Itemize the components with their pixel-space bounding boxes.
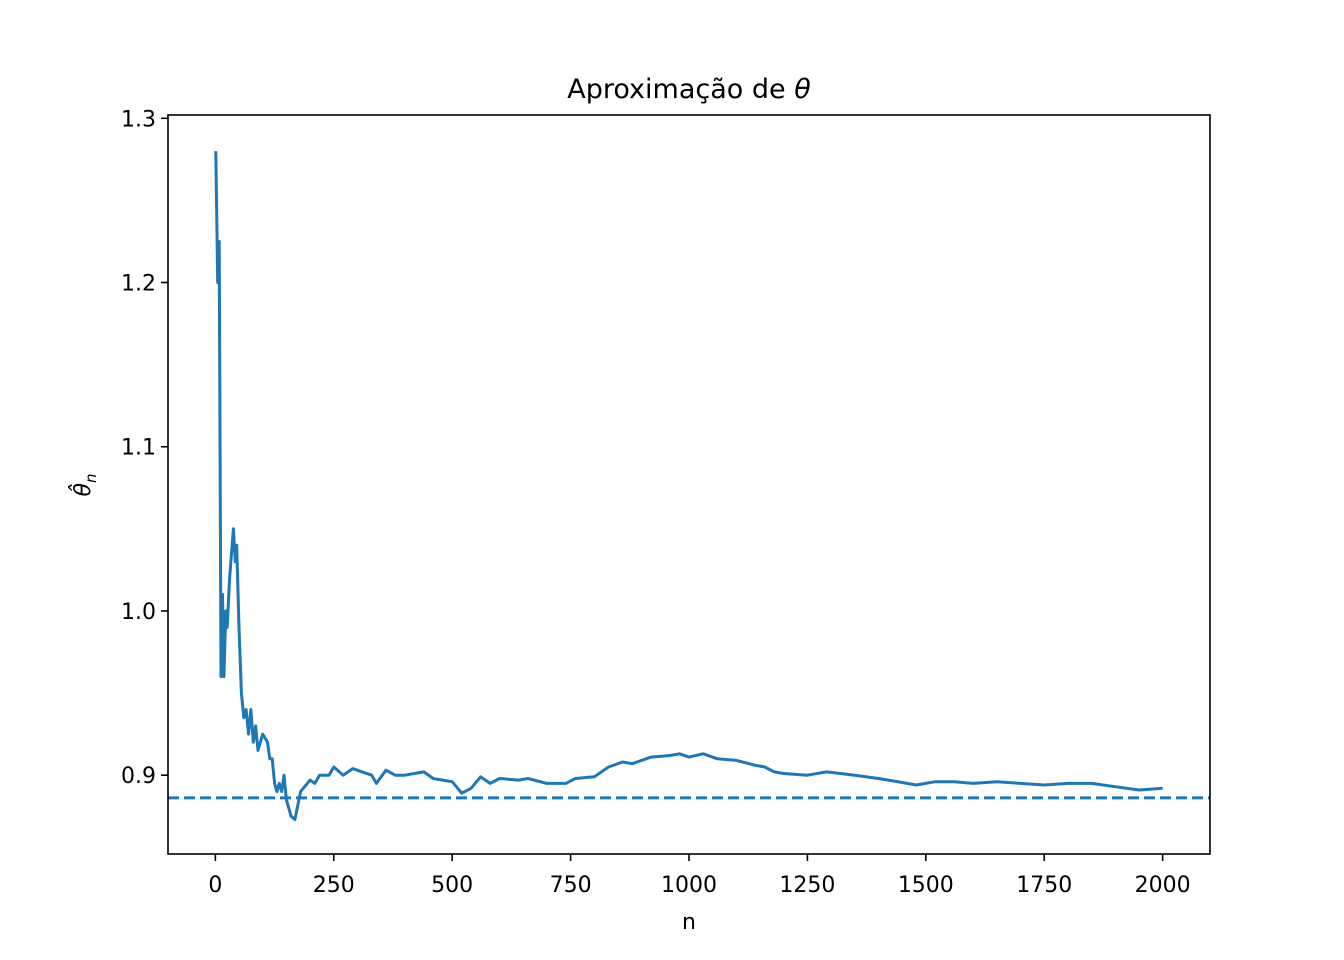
x-tick-label: 500 bbox=[431, 873, 473, 898]
y-tick-label: 1.0 bbox=[121, 600, 156, 625]
x-tick-label: 1750 bbox=[1016, 873, 1072, 898]
x-tick-label: 250 bbox=[313, 873, 355, 898]
x-tick-label: 1250 bbox=[779, 873, 835, 898]
x-tick-label: 750 bbox=[550, 873, 592, 898]
chart-title: Aproximação de θ bbox=[567, 74, 811, 105]
plot-area bbox=[168, 151, 1210, 821]
y-tick-label: 1.2 bbox=[121, 272, 156, 297]
x-tick-label: 2000 bbox=[1135, 873, 1191, 898]
y-tick-label: 0.9 bbox=[121, 764, 156, 789]
y-tick-label: 1.1 bbox=[121, 436, 156, 461]
series-line bbox=[214, 151, 1163, 821]
x-tick-label: 1500 bbox=[898, 873, 954, 898]
x-axis: 0 250 500 750 1000 1250 1500 1750 2000 bbox=[208, 854, 1191, 898]
y-axis-label: θ̂n bbox=[69, 474, 100, 497]
y-axis: 0.9 1.0 1.1 1.2 1.3 bbox=[121, 107, 168, 789]
y-tick-label: 1.3 bbox=[121, 107, 156, 132]
x-tick-label: 0 bbox=[208, 873, 222, 898]
x-axis-label: n bbox=[682, 910, 696, 935]
axes-frame bbox=[167, 114, 1211, 855]
x-tick-label: 1000 bbox=[661, 873, 717, 898]
